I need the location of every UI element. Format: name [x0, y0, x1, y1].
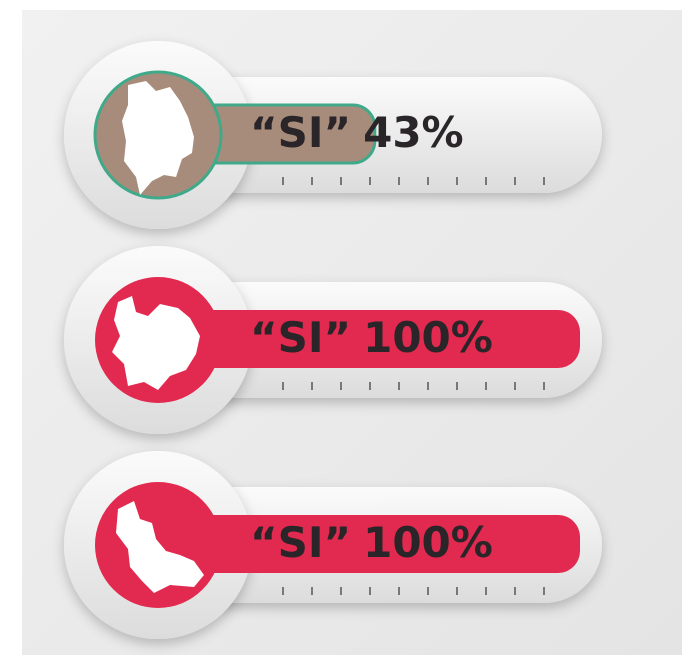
gauge-label: “SI” 43% — [250, 108, 464, 157]
gauge-label-text: “SI” — [250, 108, 351, 157]
region-map — [112, 296, 200, 390]
gauge: “SI” 43% — [64, 41, 602, 229]
gauge-fill — [158, 310, 580, 368]
gauge-label: “SI” 100% — [250, 313, 493, 362]
gauge: “SI” 100% — [64, 246, 602, 434]
gauge-label: “SI” 100% — [250, 518, 493, 567]
gauge-label-text: “SI” — [250, 313, 351, 362]
gauge-value: 100% — [363, 313, 493, 362]
region-map — [122, 81, 194, 195]
region-map — [116, 501, 204, 593]
gauge-label-text: “SI” — [250, 518, 351, 567]
gauge-list: “SI” 43%“SI” 100%“SI” 100% — [64, 41, 602, 639]
gauge-value: 43% — [363, 108, 464, 157]
gauge: “SI” 100% — [64, 451, 602, 639]
gauge-fill — [158, 515, 580, 573]
gauge-value: 100% — [363, 518, 493, 567]
